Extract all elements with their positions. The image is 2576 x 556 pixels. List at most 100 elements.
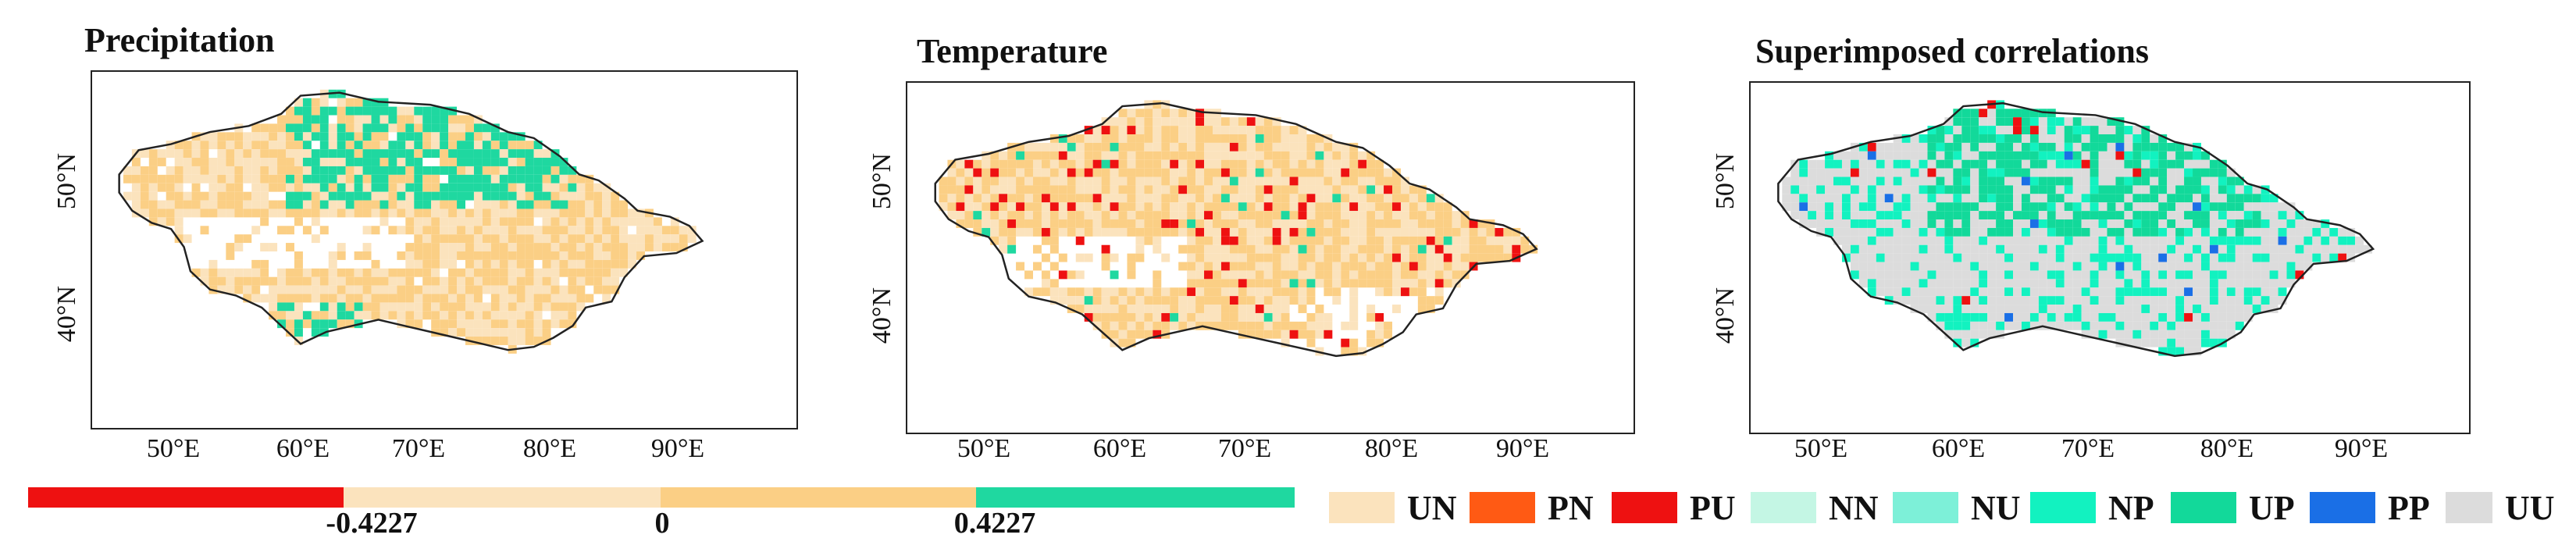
- grid-cell: [1049, 279, 1059, 288]
- grid-cell: [1850, 211, 1859, 220]
- grid-cell: [1204, 305, 1213, 313]
- grid-cell: [2175, 338, 2185, 348]
- grid-cell: [1927, 227, 1936, 237]
- grid-cell: [2124, 126, 2133, 135]
- grid-cell: [661, 226, 671, 235]
- grid-cell: [328, 294, 337, 303]
- grid-cell: [1867, 142, 1876, 151]
- grid-cell: [2226, 168, 2236, 177]
- grid-cell: [2090, 244, 2099, 254]
- grid-cell: [465, 302, 474, 312]
- grid-cell: [1272, 176, 1281, 186]
- grid-cell: [1434, 262, 1444, 271]
- grid-cell: [2064, 236, 2073, 245]
- grid-cell: [1153, 244, 1162, 254]
- grid-cell: [422, 115, 432, 124]
- grid-cell: [1144, 134, 1153, 143]
- grid-cell: [559, 226, 568, 235]
- grid-cell: [1901, 262, 1911, 271]
- grid-cell: [2098, 321, 2107, 330]
- grid-cell: [294, 158, 303, 166]
- grid-cell: [1255, 330, 1264, 339]
- grid-cell: [1961, 296, 1971, 305]
- x-tick-label: 70°E: [2061, 434, 2115, 463]
- grid-cell: [1161, 134, 1170, 143]
- grid-cell: [1996, 126, 2005, 135]
- grid-cell: [1255, 244, 1264, 254]
- grid-cell: [414, 243, 423, 251]
- grid-cell: [1281, 151, 1290, 160]
- grid-cell: [2072, 270, 2082, 280]
- grid-cell: [2047, 236, 2056, 245]
- grid-cell: [533, 174, 543, 184]
- grid-cell: [1315, 279, 1324, 288]
- grid-cell: [243, 166, 252, 175]
- grid-cell: [1187, 185, 1196, 194]
- grid-cell: [1289, 134, 1299, 143]
- grid-cell: [585, 200, 594, 209]
- grid-cell: [1153, 117, 1162, 127]
- grid-cell: [302, 123, 312, 133]
- grid-cell: [2278, 262, 2287, 271]
- grid-cell: [2193, 185, 2201, 194]
- grid-cell: [1246, 134, 1256, 143]
- grid-cell: [1255, 142, 1264, 151]
- grid-cell: [2013, 202, 2022, 212]
- grid-cell: [2038, 219, 2047, 228]
- grid-cell: [1434, 227, 1444, 237]
- grid-cell: [183, 191, 192, 201]
- grid-cell: [2141, 244, 2150, 254]
- grid-cell: [1426, 244, 1435, 254]
- grid-cell: [490, 294, 500, 303]
- grid-cell: [217, 132, 226, 141]
- grid-cell: [1144, 194, 1153, 203]
- grid-cell: [2132, 134, 2142, 143]
- grid-cell: [1996, 211, 2005, 220]
- grid-cell: [1204, 236, 1213, 245]
- grid-cell: [1919, 270, 1928, 280]
- grid-cell: [2124, 279, 2133, 288]
- grid-cell: [440, 158, 449, 166]
- grid-cell: [277, 311, 287, 320]
- grid-cell: [311, 174, 320, 184]
- grid-cell: [1212, 312, 1221, 322]
- grid-cell: [286, 115, 294, 124]
- grid-cell: [516, 328, 526, 337]
- grid-cell: [2193, 227, 2201, 237]
- grid-cell: [1426, 270, 1435, 280]
- grid-cell: [200, 268, 209, 277]
- grid-cell: [1220, 151, 1230, 160]
- grid-cell: [371, 174, 380, 184]
- grid-cell: [1341, 321, 1350, 330]
- grid-cell: [1366, 194, 1376, 203]
- grid-cell: [2218, 227, 2227, 237]
- grid-cell: [1007, 168, 1017, 177]
- grid-cell: [2150, 202, 2159, 212]
- grid-cell: [1127, 151, 1136, 160]
- grid-cell: [576, 302, 586, 312]
- grid-cell: [2295, 227, 2304, 237]
- grid-cell: [1135, 330, 1145, 339]
- grid-cell: [1075, 176, 1085, 186]
- grid-cell: [1979, 296, 1988, 305]
- grid-cell: [1220, 159, 1230, 169]
- grid-cell: [1979, 236, 1988, 245]
- grid-cell: [1289, 287, 1299, 297]
- grid-cell: [516, 208, 526, 218]
- grid-cell: [1289, 168, 1299, 177]
- grid-cell: [379, 217, 389, 226]
- grid-cell: [1366, 159, 1376, 169]
- grid-cell: [1893, 262, 1902, 271]
- grid-cell: [243, 132, 252, 141]
- grid-cell: [431, 285, 440, 294]
- grid-cell: [448, 268, 458, 277]
- grid-cell: [1041, 142, 1050, 151]
- grid-cell: [260, 243, 269, 251]
- grid-cell: [1238, 117, 1247, 127]
- grid-cell: [1289, 227, 1299, 237]
- grid-cell: [2081, 202, 2090, 212]
- grid-cell: [1961, 176, 1971, 186]
- grid-cell: [1893, 185, 1902, 194]
- grid-cell: [1118, 176, 1128, 186]
- grid-cell: [2150, 211, 2159, 220]
